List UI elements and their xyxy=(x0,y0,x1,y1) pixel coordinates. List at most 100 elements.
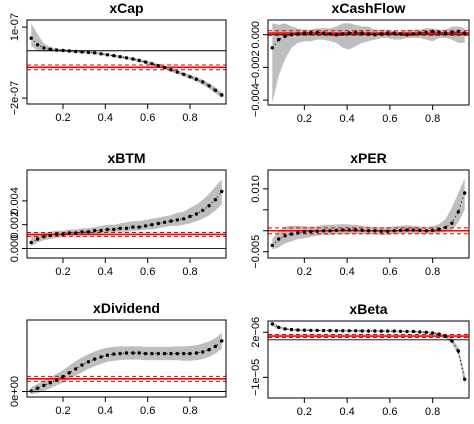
data-point xyxy=(354,329,358,333)
data-point xyxy=(67,371,72,375)
panel-title: xCap xyxy=(109,0,143,16)
data-point xyxy=(48,233,52,238)
x-tick-label: 0.4 xyxy=(339,113,354,125)
data-point xyxy=(105,53,110,57)
data-point xyxy=(463,191,467,195)
confidence-band xyxy=(31,179,222,247)
data-point xyxy=(347,329,351,333)
data-point xyxy=(80,363,84,367)
data-point xyxy=(463,31,467,35)
y-tick-label: 0.004 xyxy=(9,187,21,215)
data-point xyxy=(386,31,390,35)
plot-area xyxy=(27,179,226,249)
data-point xyxy=(162,351,167,356)
data-point xyxy=(35,237,40,241)
data-point xyxy=(150,62,154,66)
data-point xyxy=(162,220,167,224)
data-point xyxy=(302,328,307,332)
data-point xyxy=(93,51,97,55)
data-point xyxy=(373,229,377,233)
plot-area xyxy=(268,178,469,250)
data-point xyxy=(124,351,129,355)
x-tick-label: 0.4 xyxy=(339,406,354,418)
panel-title: xDividend xyxy=(93,300,160,316)
x-tick-label: 0.8 xyxy=(425,113,440,125)
y-tick-label: −2e-07 xyxy=(9,81,21,116)
data-point xyxy=(201,350,205,354)
data-point xyxy=(321,328,326,333)
x-tick-label: 0.6 xyxy=(382,266,397,278)
data-point xyxy=(437,227,441,232)
data-point xyxy=(143,351,148,356)
data-point xyxy=(156,351,160,356)
data-point xyxy=(213,344,218,349)
x-tick-label: 0.6 xyxy=(382,113,397,125)
y-tick-label: 1e-07 xyxy=(9,13,21,41)
data-point xyxy=(137,351,141,355)
data-point xyxy=(328,32,332,36)
data-point xyxy=(341,228,345,232)
data-point xyxy=(418,31,422,35)
x-tick-label: 0.4 xyxy=(339,266,354,278)
data-point xyxy=(118,55,122,59)
data-point xyxy=(379,229,383,233)
data-point xyxy=(456,349,460,353)
data-point xyxy=(137,58,141,63)
data-point xyxy=(99,228,103,233)
x-tick-label: 0.2 xyxy=(297,266,312,278)
data-point xyxy=(220,93,224,97)
data-point xyxy=(124,56,129,60)
data-point xyxy=(405,33,409,37)
data-point xyxy=(360,228,364,232)
data-point xyxy=(373,33,377,37)
data-point xyxy=(42,234,46,239)
data-point xyxy=(29,240,33,245)
data-point xyxy=(143,224,148,228)
confidence-band xyxy=(31,23,222,99)
data-point xyxy=(373,329,377,333)
data-point xyxy=(411,228,416,232)
data-point xyxy=(99,355,103,359)
data-point xyxy=(270,243,274,248)
x-tick-label: 0.8 xyxy=(425,266,440,278)
data-point xyxy=(188,75,192,79)
data-point xyxy=(112,227,116,232)
data-point xyxy=(289,232,294,236)
panel-xBeta: 0.2 0.4 0.6 0.8 2e−06 −1e−05 xBeta xyxy=(250,301,470,418)
y-tick-label: 0.010 xyxy=(250,175,262,203)
data-point xyxy=(386,229,390,233)
data-point xyxy=(61,374,65,379)
x-tick-label: 0.6 xyxy=(140,405,155,417)
data-point xyxy=(347,228,351,232)
data-point xyxy=(398,32,403,36)
plot-area xyxy=(27,23,226,99)
data-point xyxy=(418,330,422,334)
plot-frame xyxy=(267,320,470,399)
y-tick-label: 0.000 xyxy=(9,235,21,263)
data-point xyxy=(156,63,160,68)
data-point xyxy=(309,31,313,35)
data-point xyxy=(443,225,448,230)
data-point xyxy=(443,334,448,339)
x-tick-label: 0.4 xyxy=(98,112,113,124)
data-point xyxy=(194,77,199,81)
data-point xyxy=(411,329,416,334)
x-tick-label: 0.8 xyxy=(182,405,197,417)
data-point xyxy=(35,43,40,47)
data-point xyxy=(182,351,186,356)
data-point xyxy=(74,231,78,235)
data-point xyxy=(347,31,351,35)
data-point xyxy=(131,225,135,229)
plot-area xyxy=(268,321,469,385)
panel-xDividend: 0.2 0.4 0.6 0.8 0e+00 xDividend xyxy=(9,300,227,417)
confidence-band xyxy=(31,332,222,395)
data-point xyxy=(80,50,84,54)
data-point xyxy=(188,214,192,219)
plot-area xyxy=(268,23,469,104)
data-point xyxy=(220,339,224,343)
data-point xyxy=(366,32,371,36)
data-point xyxy=(169,68,173,72)
data-point xyxy=(315,328,319,333)
panel-title: xBTM xyxy=(107,150,145,166)
